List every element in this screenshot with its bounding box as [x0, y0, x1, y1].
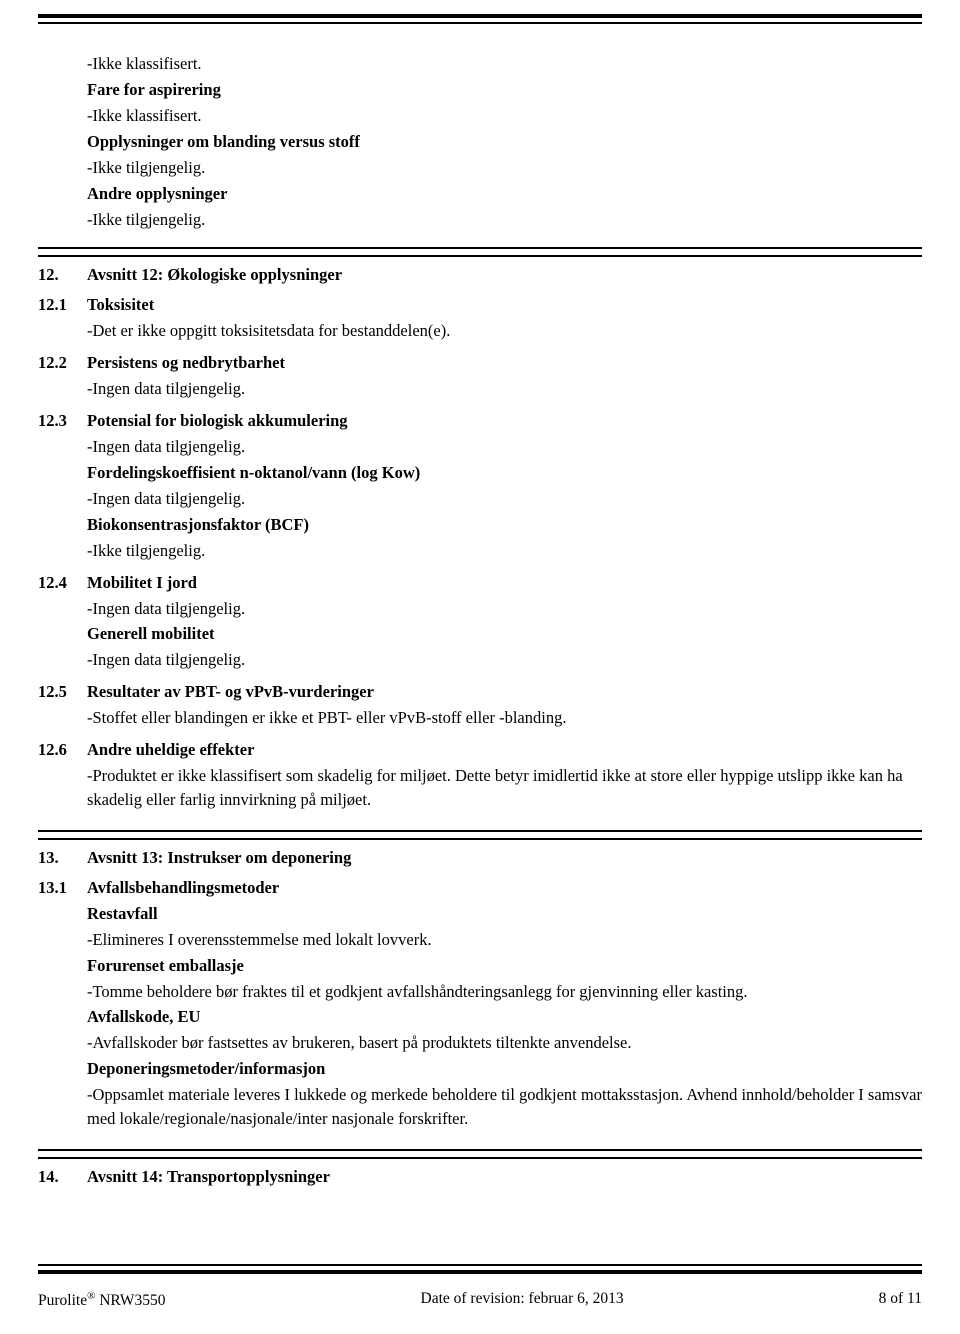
section-14-heading: 14. Avsnitt 14: Transportopplysninger	[38, 1165, 922, 1189]
subsection-number: 12.5	[38, 680, 87, 732]
label-other-info: Andre opplysninger	[87, 182, 922, 206]
text-line: -Stoffet eller blandingen er ikke et PBT…	[87, 706, 922, 730]
footer-revision-date: Date of revision: februar 6, 2013	[421, 1290, 624, 1310]
text-line: -Ingen data tilgjengelig.	[87, 377, 922, 401]
section-number: 12.	[38, 263, 87, 287]
text-line: -Ingen data tilgjengelig.	[87, 487, 922, 511]
subsection-12-6: 12.6 Andre uheldige effekter -Produktet …	[38, 738, 922, 814]
text-line: -Avfallskoder bør fastsettes av brukeren…	[87, 1031, 922, 1055]
footer-page-number: 8 of 11	[879, 1290, 922, 1310]
subsection-13-1: 13.1 Avfallsbehandlingsmetoder Restavfal…	[38, 876, 922, 1133]
subsection-number: 12.1	[38, 293, 87, 345]
label-contaminated-packaging: Forurenset emballasje	[87, 954, 922, 978]
subsection-title: Avfallsbehandlingsmetoder	[87, 876, 922, 900]
section-12-heading: 12. Avsnitt 12: Økologiske opplysninger	[38, 263, 922, 287]
text-line: -Ikke klassifisert.	[87, 52, 922, 76]
label-mixture-vs-substance: Opplysninger om blanding versus stoff	[87, 130, 922, 154]
subsection-12-4: 12.4 Mobilitet I jord -Ingen data tilgje…	[38, 571, 922, 675]
subsection-title: Potensial for biologisk akkumulering	[87, 409, 922, 433]
subsection-title: Mobilitet I jord	[87, 571, 922, 595]
section-title: Avsnitt 14: Transportopplysninger	[87, 1165, 330, 1189]
label-disposal-methods: Deponeringsmetoder/informasjon	[87, 1057, 922, 1081]
section-divider	[38, 830, 922, 840]
page-content: -Ikke klassifisert. Fare for aspirering …	[38, 52, 922, 1189]
text-line: -Ikke klassifisert.	[87, 104, 922, 128]
label-aspiration: Fare for aspirering	[87, 78, 922, 102]
footer-product: Purolite® NRW3550	[38, 1290, 166, 1310]
subsection-number: 12.6	[38, 738, 87, 814]
subsection-title: Persistens og nedbrytbarhet	[87, 351, 922, 375]
page-footer: Purolite® NRW3550 Date of revision: febr…	[38, 1290, 922, 1310]
section-11-tail: -Ikke klassifisert. Fare for aspirering …	[87, 52, 922, 231]
section-number: 13.	[38, 846, 87, 870]
subsection-12-2: 12.2 Persistens og nedbrytbarhet -Ingen …	[38, 351, 922, 403]
page-top-rule	[38, 14, 922, 24]
text-line: -Ingen data tilgjengelig.	[87, 648, 922, 672]
subsection-title: Toksisitet	[87, 293, 922, 317]
text-line: -Elimineres I overensstemmelse med lokal…	[87, 928, 922, 952]
subsection-12-3: 12.3 Potensial for biologisk akkumulerin…	[38, 409, 922, 565]
text-line: -Tomme beholdere bør fraktes til et godk…	[87, 980, 922, 1004]
text-line: -Ingen data tilgjengelig.	[87, 597, 922, 621]
subsection-12-5: 12.5 Resultater av PBT- og vPvB-vurderin…	[38, 680, 922, 732]
footer-product-suffix: NRW3550	[95, 1292, 165, 1309]
subsection-number: 12.2	[38, 351, 87, 403]
text-line: -Produktet er ikke klassifisert som skad…	[87, 764, 922, 812]
section-13-heading: 13. Avsnitt 13: Instrukser om deponering	[38, 846, 922, 870]
label-general-mobility: Generell mobilitet	[87, 622, 922, 646]
text-line: -Ikke tilgjengelig.	[87, 539, 922, 563]
label-bcf: Biokonsentrasjonsfaktor (BCF)	[87, 513, 922, 537]
label-kow: Fordelingskoeffisient n-oktanol/vann (lo…	[87, 461, 922, 485]
footer-product-prefix: Purolite	[38, 1292, 87, 1309]
section-title: Avsnitt 13: Instrukser om deponering	[87, 846, 351, 870]
text-line: -Oppsamlet materiale leveres I lukkede o…	[87, 1083, 922, 1131]
subsection-title: Andre uheldige effekter	[87, 738, 922, 762]
section-divider	[38, 247, 922, 257]
subsection-title: Resultater av PBT- og vPvB-vurderinger	[87, 680, 922, 704]
text-line: -Ingen data tilgjengelig.	[87, 435, 922, 459]
page-bottom-rule	[38, 1264, 922, 1274]
subsection-number: 12.3	[38, 409, 87, 565]
text-line: -Det er ikke oppgitt toksisitetsdata for…	[87, 319, 922, 343]
label-waste-code-eu: Avfallskode, EU	[87, 1005, 922, 1029]
label-residual-waste: Restavfall	[87, 902, 922, 926]
text-line: -Ikke tilgjengelig.	[87, 208, 922, 232]
subsection-12-1: 12.1 Toksisitet -Det er ikke oppgitt tok…	[38, 293, 922, 345]
section-number: 14.	[38, 1165, 87, 1189]
section-divider	[38, 1149, 922, 1159]
section-title: Avsnitt 12: Økologiske opplysninger	[87, 263, 342, 287]
subsection-number: 13.1	[38, 876, 87, 1133]
text-line: -Ikke tilgjengelig.	[87, 156, 922, 180]
subsection-number: 12.4	[38, 571, 87, 675]
